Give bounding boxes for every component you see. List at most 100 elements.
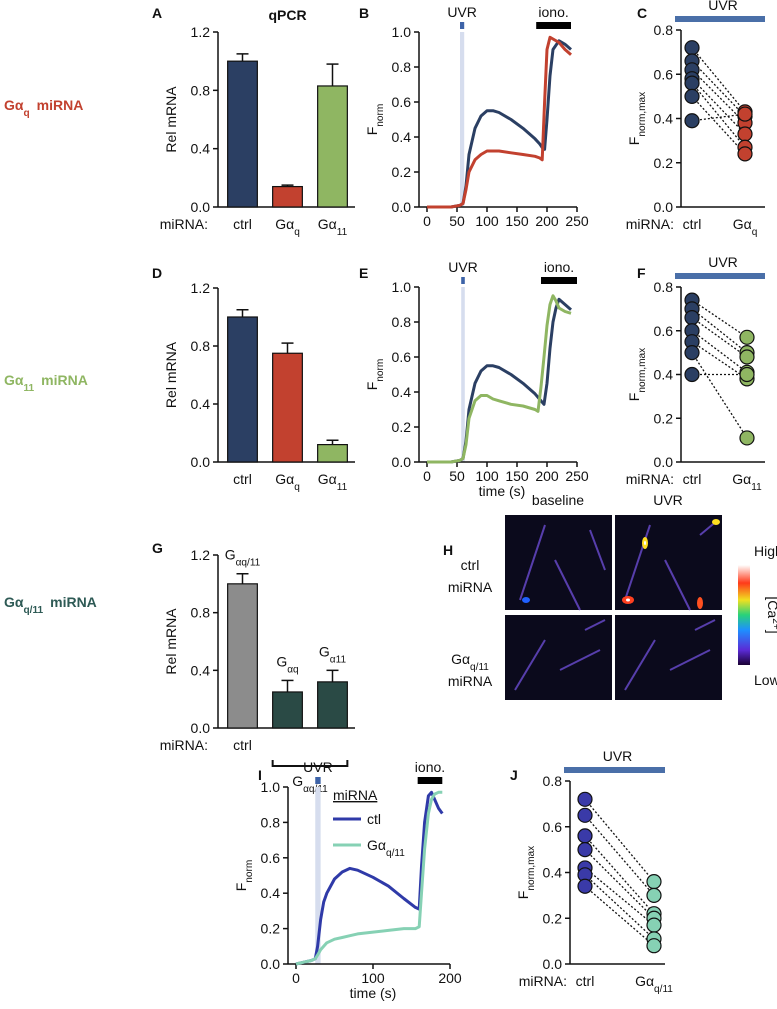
panel-letter: D xyxy=(152,265,162,281)
y-tick-label: 0.0 xyxy=(191,454,211,470)
x-tick-label-part: Gα xyxy=(635,973,654,989)
y-axis-label-part: norm xyxy=(244,860,255,883)
x-tick-label-part: Gα xyxy=(318,471,337,487)
panel-letter: A xyxy=(152,5,162,21)
stimulus-shade xyxy=(315,787,321,964)
x-tick-label-part: Gα xyxy=(732,471,751,487)
y-tick-label: 1.0 xyxy=(392,279,412,295)
y-tick-label: 0.8 xyxy=(191,605,211,621)
dot xyxy=(684,345,700,361)
pair-line xyxy=(691,352,748,439)
pair-line xyxy=(584,814,655,896)
x-tick-label: ctrl xyxy=(683,216,702,232)
bar-label-part: αq/11 xyxy=(236,557,261,568)
dot xyxy=(739,349,755,365)
colorbar-label-part: ] xyxy=(765,630,777,634)
y-axis-label: Fnorm xyxy=(364,104,386,136)
header-bar xyxy=(675,273,765,279)
y-tick-label: 0.0 xyxy=(543,956,563,972)
y-axis-label: Rel mRNA xyxy=(163,86,179,153)
x-tick-label: 0 xyxy=(423,468,431,484)
x-prefix: miRNA: xyxy=(626,216,674,232)
pair-line xyxy=(691,78,746,135)
x-tick-label: 100 xyxy=(475,213,499,229)
x-tick-label-part: 11 xyxy=(751,482,762,493)
y-tick-label: 0.4 xyxy=(543,865,563,881)
x-prefix: miRNA: xyxy=(160,737,208,753)
pair-line xyxy=(584,835,655,915)
row-label-image: ctrl xyxy=(461,557,480,573)
y-tick-label: 0.4 xyxy=(191,141,211,157)
colorbar-label-part: [Ca xyxy=(765,596,777,618)
y-axis-label: Fnorm,max xyxy=(626,92,648,145)
dot xyxy=(737,146,753,162)
y-axis-label: Rel mRNA xyxy=(163,608,179,675)
y-tick-label: 0.6 xyxy=(654,323,674,339)
x-tick-label: 250 xyxy=(565,213,589,229)
dot xyxy=(684,310,700,326)
series-line xyxy=(427,39,572,209)
dot xyxy=(737,106,753,122)
x-prefix: miRNA: xyxy=(160,216,208,232)
pair-line xyxy=(691,317,748,358)
dot xyxy=(684,75,700,91)
x-tick-label: 50 xyxy=(449,468,465,484)
pair-line xyxy=(691,113,746,122)
x-tick-label: ctrl xyxy=(233,737,252,753)
bar xyxy=(272,185,303,208)
stimulus-bar xyxy=(315,777,321,784)
x-tick-label-part: q xyxy=(294,227,300,238)
x-tick-label: Gαq xyxy=(733,216,758,238)
x-tick-label-part: q/11 xyxy=(654,984,673,995)
header-bar xyxy=(564,767,665,773)
y-tick-label: 0.0 xyxy=(261,956,281,972)
pair-line xyxy=(691,47,746,113)
y-tick-label: 0.8 xyxy=(392,314,412,330)
row-label-part: Gα xyxy=(4,372,24,388)
dot xyxy=(739,329,755,345)
colorbar xyxy=(738,565,750,665)
bar-label-part: α11 xyxy=(330,654,347,665)
y-tick-label: 0.0 xyxy=(191,199,211,215)
header-label: UVR xyxy=(708,254,738,270)
dot xyxy=(684,88,700,104)
y-axis-label-part: norm,max xyxy=(637,348,648,393)
pair-line xyxy=(691,330,748,373)
column-label: baseline xyxy=(532,492,584,508)
stimulus-label: iono. xyxy=(415,759,445,775)
legend-label-part: q/11 xyxy=(386,848,405,859)
x-tick-label-part: Gα xyxy=(318,216,337,232)
x-tick-label: ctrl xyxy=(683,471,702,487)
y-tick-label: 0.4 xyxy=(191,662,211,678)
bar-label-part: G xyxy=(319,643,330,659)
bar-label: Gαq/11 xyxy=(225,547,261,569)
row-label-part: 11 xyxy=(24,383,35,394)
y-tick-label: 0.2 xyxy=(392,419,412,435)
y-axis-label: Fnorm,max xyxy=(626,348,648,401)
panel-letter: J xyxy=(510,767,518,783)
y-tick-label: 1.2 xyxy=(191,547,211,563)
y-tick-label: 1.2 xyxy=(191,24,211,40)
dot xyxy=(739,430,755,446)
bar xyxy=(317,681,348,729)
x-tick-label-part: 11 xyxy=(337,482,348,493)
y-tick-label: 0.2 xyxy=(543,910,563,926)
pair-line xyxy=(691,69,746,124)
image xyxy=(505,615,612,700)
y-tick-label: 0.8 xyxy=(191,82,211,98)
panel-letter: E xyxy=(359,265,368,281)
dot xyxy=(684,113,700,129)
pair-line xyxy=(584,849,655,919)
y-tick-label: 0.0 xyxy=(654,454,674,470)
pair-line xyxy=(584,798,655,883)
micrographs xyxy=(505,515,750,700)
legend-label: ctl xyxy=(367,811,381,827)
stimulus-bar xyxy=(460,22,465,29)
y-axis-label-part: F xyxy=(364,127,380,136)
y-tick-label: 0.0 xyxy=(392,454,412,470)
x-axis-label: time (s) xyxy=(350,985,397,1001)
colorbar-high: High xyxy=(754,543,777,559)
y-tick-label: 0.4 xyxy=(654,367,674,383)
bar-label: Gα11 xyxy=(319,643,347,665)
dot xyxy=(577,807,593,823)
